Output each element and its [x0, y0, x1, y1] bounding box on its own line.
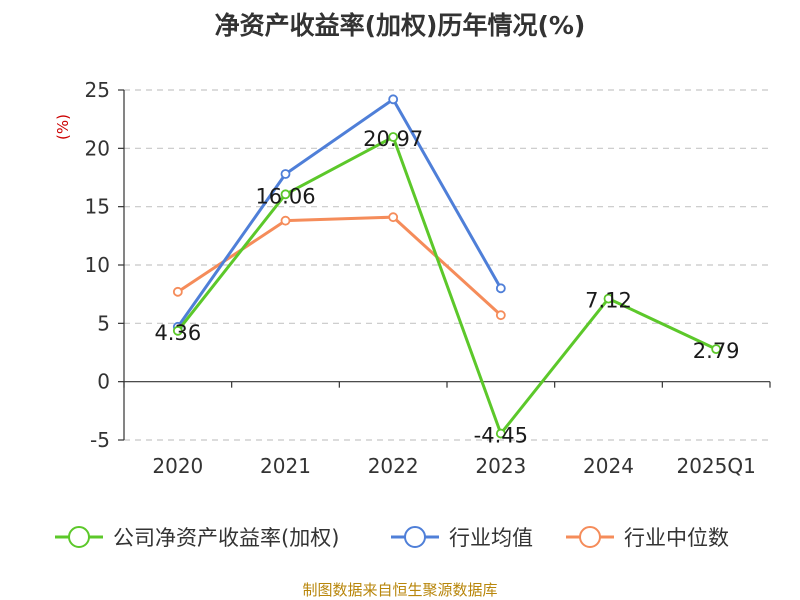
y-tick-label: 0 [97, 370, 110, 394]
legend-marker [68, 526, 90, 548]
data-point[interactable] [711, 344, 722, 355]
data-point[interactable] [495, 310, 506, 321]
y-tick-label: 25 [85, 78, 110, 102]
y-axis-unit-label: (%) [54, 114, 72, 140]
x-tick-label: 2025Q1 [676, 454, 755, 478]
data-point[interactable] [495, 428, 506, 439]
series-line [176, 135, 717, 436]
data-point[interactable] [280, 189, 291, 200]
data-label: 2.79 [693, 339, 740, 363]
axes: -5 0 5 10 15 20 25 2020 2021 2022 2023 2024 2025Q1 [85, 78, 771, 478]
data-label: -4.45 [474, 424, 528, 448]
x-tick-label: 2021 [260, 454, 311, 478]
y-tick-label: 10 [85, 253, 110, 277]
data-point[interactable] [388, 212, 399, 223]
data-point[interactable] [280, 169, 291, 179]
data-point[interactable] [388, 132, 399, 142]
data-point[interactable] [172, 286, 183, 297]
legend-marker [404, 526, 426, 548]
data-labels: 4.36 16.06 20.97 -4.45 7.12 2.79 [154, 127, 739, 448]
y-tick-label: 20 [85, 136, 110, 160]
data-point[interactable] [388, 94, 399, 105]
data-label: 20.97 [363, 127, 423, 151]
x-tick-label: 2020 [152, 454, 203, 478]
legend-label[interactable]: 公司净资产收益率(加权) [113, 526, 339, 550]
legend-label[interactable]: 行业均值 [449, 526, 533, 550]
data-point[interactable] [603, 293, 614, 304]
data-point[interactable] [172, 325, 183, 336]
chart-title: 净资产收益率(加权)历年情况(%) [215, 11, 586, 40]
series-line [176, 97, 503, 328]
legend-label[interactable]: 行业中位数 [624, 526, 729, 550]
y-tick-label: -5 [90, 428, 110, 452]
source-note: 制图数据来自恒生聚源数据库 [302, 581, 497, 599]
y-tick-label: 15 [85, 195, 110, 219]
series-lines [172, 94, 722, 439]
data-label: 7.12 [585, 289, 632, 313]
data-point[interactable] [495, 283, 506, 294]
x-tick-label: 2022 [368, 454, 419, 478]
x-tick-label: 2023 [475, 454, 526, 478]
data-label: 16.06 [255, 184, 315, 208]
x-tick-label: 2024 [583, 454, 634, 478]
data-point[interactable] [280, 215, 291, 226]
legend-marker [579, 526, 601, 548]
series-line [177, 215, 502, 317]
y-tick-label: 5 [97, 311, 110, 335]
legend: 公司净资产收益率(加权) 行业均值 行业中位数 [55, 526, 729, 550]
data-label: 4.36 [154, 321, 201, 345]
